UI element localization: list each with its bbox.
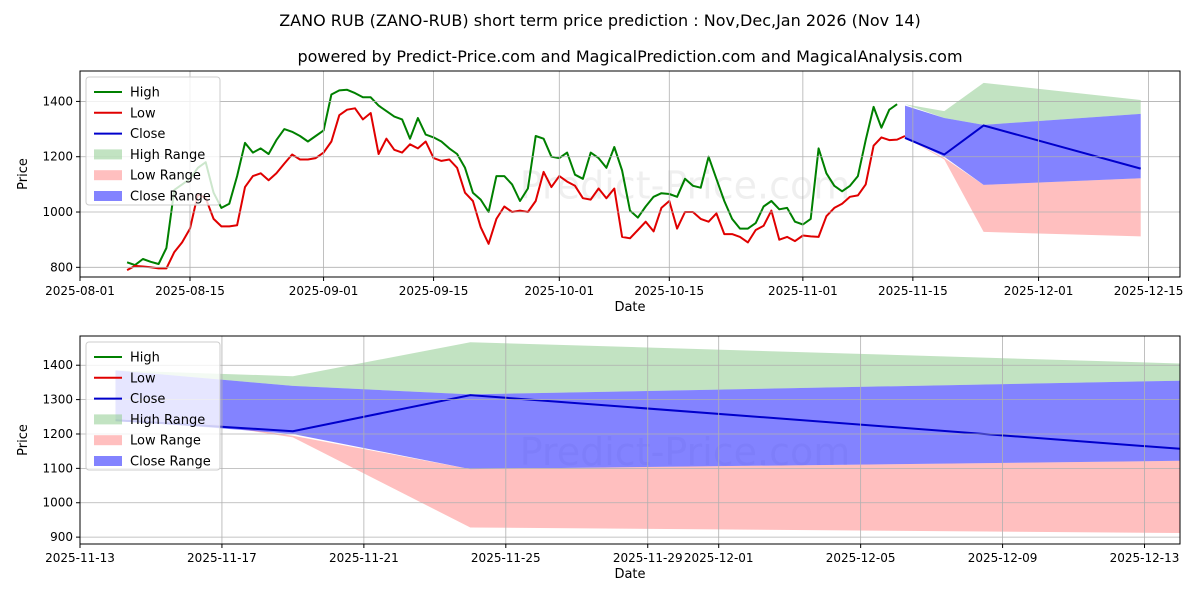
x-tick-label: 2025-11-01	[768, 284, 838, 298]
y-axis-label: Price	[16, 424, 31, 456]
chart-title: ZANO RUB (ZANO-RUB) short term price pre…	[279, 11, 921, 30]
x-tick-label: 2025-11-17	[187, 551, 257, 565]
legend-label: Close Range	[130, 190, 211, 205]
x-tick-label: 2025-12-13	[1110, 551, 1180, 565]
legend-close-range-swatch	[94, 456, 122, 466]
x-tick-label: 2025-09-15	[399, 284, 469, 298]
legend-close-range-swatch	[94, 191, 122, 201]
legend-label: Close	[130, 127, 165, 142]
legend-label: High Range	[130, 148, 205, 163]
legend-high-range-swatch	[94, 414, 122, 425]
y-tick-label: 1300	[42, 393, 73, 407]
y-tick-label: 1200	[42, 150, 73, 164]
x-tick-label: 2025-11-15	[878, 284, 948, 298]
y-tick-label: 1400	[42, 358, 73, 372]
x-tick-label: 2025-12-01	[684, 551, 754, 565]
legend-label: Close	[130, 392, 165, 407]
plot-frame	[79, 335, 1181, 545]
plot-frame	[79, 70, 1181, 278]
legend-label: Low Range	[130, 169, 201, 184]
y-tick-label: 1000	[42, 496, 73, 510]
legend-label: High	[130, 351, 160, 366]
high-range-band	[905, 82, 1141, 125]
plot-area	[126, 82, 1141, 271]
high-line	[126, 88, 898, 267]
legend-label: Low	[130, 371, 156, 386]
y-tick-label: 800	[50, 260, 73, 274]
x-tick-label: 2025-11-13	[45, 551, 115, 565]
x-tick-label: 2025-12-09	[968, 551, 1038, 565]
legend-low-range-swatch	[94, 170, 122, 181]
legend-low-range-swatch	[94, 435, 122, 446]
y-tick-label: 1200	[42, 427, 73, 441]
x-tick-label: 2025-08-15	[155, 284, 225, 298]
bottom-prediction-panel: Predict-Price.com2025-11-132025-11-17202…	[16, 335, 1181, 582]
x-tick-label: 2025-10-01	[524, 284, 594, 298]
legend-label: High	[130, 86, 160, 101]
y-tick-label: 1400	[42, 94, 73, 108]
legend-label: Close Range	[130, 455, 211, 470]
x-tick-label: 2025-12-15	[1114, 284, 1184, 298]
x-axis-label: Date	[614, 300, 645, 315]
y-axis-label: Price	[16, 158, 31, 190]
x-tick-label: 2025-11-21	[329, 551, 399, 565]
close-range-band	[905, 105, 1141, 185]
x-tick-label: 2025-10-15	[634, 284, 704, 298]
top-price-panel: Predict-Price.com 2025-08-01 2025-08-15 202…	[16, 70, 1184, 315]
close-line	[904, 124, 1141, 170]
x-tick-label: 2025-12-05	[826, 551, 896, 565]
x-tick-label: 2025-11-29	[613, 551, 683, 565]
legend-label: High Range	[130, 413, 205, 428]
chart-subtitle: powered by Predict-Price.com and Magical…	[297, 47, 962, 66]
legend-label: Low Range	[130, 434, 201, 449]
y-tick-label: 1000	[42, 205, 73, 219]
x-tick-label: 2025-12-01	[1004, 284, 1074, 298]
x-tick-label: 2025-09-01	[289, 284, 359, 298]
watermark-text: Predict-Price.com	[520, 164, 851, 208]
x-tick-label: 2025-08-01	[45, 284, 115, 298]
x-axis-label: Date	[614, 567, 645, 582]
y-tick-label: 900	[50, 530, 73, 544]
y-tick-label: 1100	[42, 461, 73, 475]
x-tick-label: 2025-11-25	[471, 551, 541, 565]
legend-label: Low	[130, 106, 156, 121]
low-line	[126, 107, 906, 271]
legend-high-range-swatch	[94, 149, 122, 160]
